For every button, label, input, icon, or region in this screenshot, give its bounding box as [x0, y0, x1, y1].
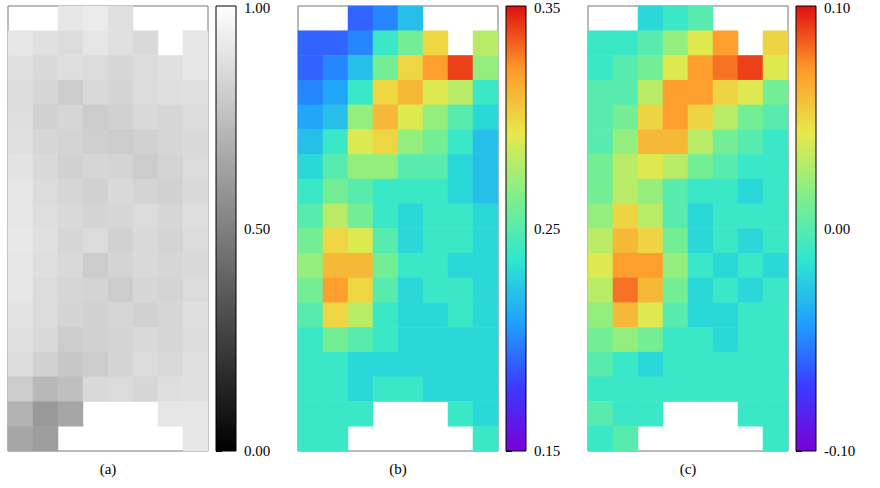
svg-text:(b): (b)	[389, 461, 407, 478]
svg-text:0.25: 0.25	[534, 221, 560, 237]
svg-text:0.00: 0.00	[244, 443, 270, 459]
svg-text:0.00: 0.00	[824, 221, 850, 237]
svg-text:-0.10: -0.10	[824, 443, 855, 459]
svg-text:(c): (c)	[680, 461, 697, 478]
svg-text:0.35: 0.35	[534, 0, 560, 16]
svg-text:0.50: 0.50	[244, 221, 270, 237]
svg-text:(a): (a)	[100, 461, 117, 478]
svg-text:0.10: 0.10	[824, 0, 850, 16]
svg-text:0.15: 0.15	[534, 443, 560, 459]
svg-text:1.00: 1.00	[244, 0, 270, 16]
